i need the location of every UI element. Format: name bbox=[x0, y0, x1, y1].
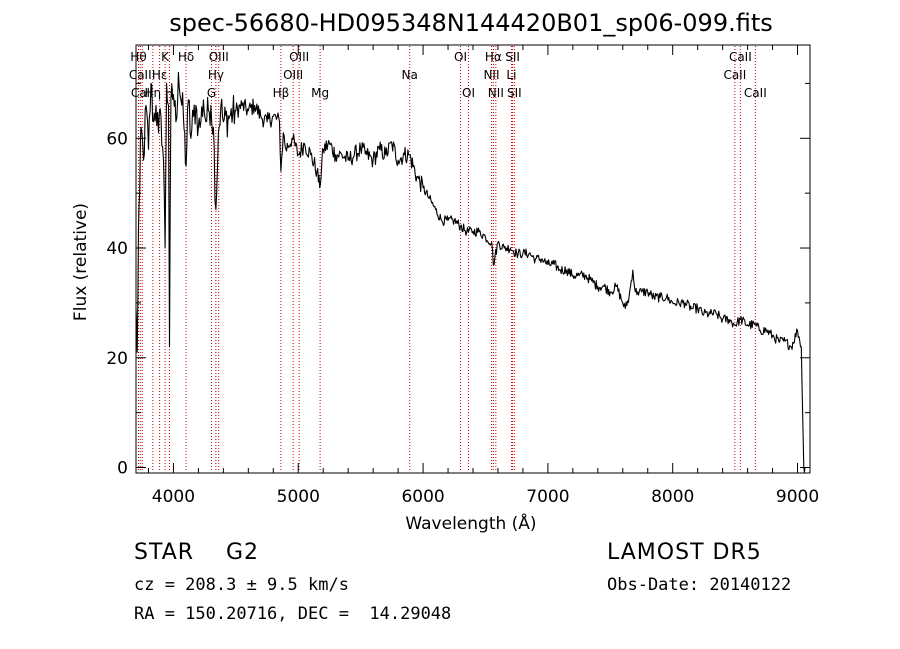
y-tick-label: 0 bbox=[117, 459, 128, 479]
y-tick-label: 40 bbox=[106, 239, 128, 259]
line-marker-label: OIII bbox=[289, 50, 309, 64]
line-marker-label: OI bbox=[454, 50, 467, 64]
survey-name: LAMOST DR5 bbox=[607, 540, 762, 565]
line-marker-label: NII bbox=[483, 68, 499, 82]
y-axis-label: Flux (relative) bbox=[71, 203, 91, 321]
line-marker-label: CaII bbox=[129, 68, 152, 82]
line-marker-label: CaII bbox=[744, 86, 767, 100]
spectrum-line bbox=[135, 71, 806, 473]
y-tick-label: 60 bbox=[106, 129, 128, 149]
line-marker-label: Hα bbox=[485, 50, 502, 64]
object-class: STAR G2 bbox=[134, 540, 260, 565]
line-marker-label: CaII bbox=[723, 68, 746, 82]
line-marker-label: H bbox=[165, 86, 174, 100]
line-marker-label: Li bbox=[506, 68, 516, 82]
line-marker-label: Hγ bbox=[208, 68, 224, 82]
line-marker-label: Hε bbox=[152, 68, 168, 82]
coordinates: RA = 150.20716, DEC = 14.29048 bbox=[134, 604, 452, 624]
line-marker-label: K bbox=[161, 50, 170, 64]
x-tick-label: 8000 bbox=[651, 487, 694, 507]
chart-title: spec-56680-HD095348N144420B01_sp06-099.f… bbox=[169, 9, 773, 37]
line-marker-label: OI bbox=[462, 86, 475, 100]
x-axis-label: Wavelength (Å) bbox=[405, 512, 536, 534]
line-marker-label: SII bbox=[507, 86, 522, 100]
line-marker-label: SII bbox=[505, 50, 520, 64]
x-tick-label: 7000 bbox=[526, 487, 569, 507]
x-tick-label: 6000 bbox=[401, 487, 444, 507]
x-tick-label: 4000 bbox=[152, 487, 195, 507]
x-tick-label: 5000 bbox=[277, 487, 320, 507]
x-axis-ticks: 4000 5000 6000 7000 8000 9000 bbox=[147, 45, 819, 507]
line-marker-label: G bbox=[207, 86, 216, 100]
line-marker-label: CaII bbox=[729, 50, 752, 64]
x-tick-label: 9000 bbox=[776, 487, 819, 507]
line-marker-label: Hη bbox=[145, 86, 162, 100]
line-marker-label: Hβ bbox=[273, 86, 290, 100]
line-marker-label: Hθ bbox=[130, 50, 146, 64]
redshift-velocity: cz = 208.3 ± 9.5 km/s bbox=[134, 575, 349, 595]
y-tick-label: 20 bbox=[106, 349, 128, 369]
line-marker-label: OIII bbox=[283, 68, 303, 82]
observation-date: Obs-Date: 20140122 bbox=[607, 575, 792, 595]
y-axis-ticks: 0 20 40 60 bbox=[106, 82, 810, 479]
line-marker-label: NII bbox=[488, 86, 504, 100]
line-marker-label: Mg bbox=[311, 86, 329, 100]
line-markers bbox=[137, 46, 756, 472]
line-marker-label: Hδ bbox=[178, 50, 194, 64]
line-marker-label: Na bbox=[402, 68, 418, 82]
line-marker-label: OIII bbox=[209, 50, 229, 64]
line-marker-label: CaII bbox=[131, 86, 154, 100]
